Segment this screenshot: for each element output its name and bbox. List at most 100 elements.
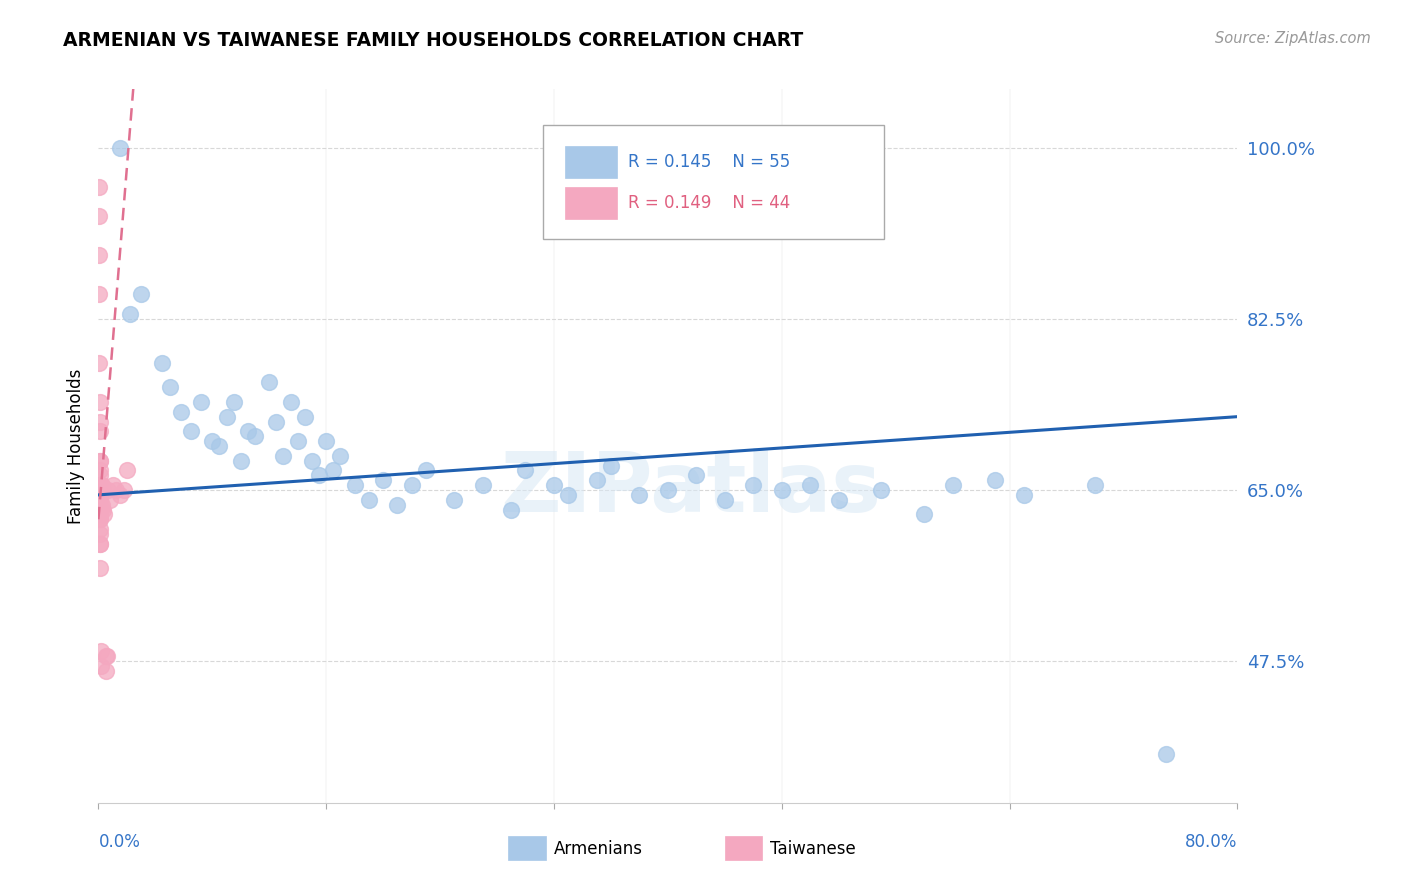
- Point: [89, 395, 111, 409]
- Point: [236, 425, 259, 439]
- Point: [101, 478, 124, 492]
- Point: [89, 512, 111, 526]
- Point: [501, 502, 523, 516]
- Point: [415, 463, 437, 477]
- Point: [89, 527, 111, 541]
- Point: [89, 180, 111, 194]
- Point: [222, 395, 245, 409]
- Text: ARMENIAN VS TAIWANESE FAMILY HOUSEHOLDS CORRELATION CHART: ARMENIAN VS TAIWANESE FAMILY HOUSEHOLDS …: [63, 31, 803, 50]
- Point: [357, 492, 380, 507]
- FancyBboxPatch shape: [543, 125, 884, 239]
- Point: [93, 483, 115, 497]
- Point: [685, 468, 707, 483]
- Point: [1084, 478, 1107, 492]
- Point: [90, 478, 112, 492]
- Point: [315, 434, 337, 449]
- Point: [600, 458, 623, 473]
- Point: [93, 508, 115, 522]
- Point: [742, 478, 765, 492]
- Y-axis label: Family Households: Family Households: [66, 368, 84, 524]
- Point: [152, 356, 174, 370]
- Text: R = 0.145    N = 55: R = 0.145 N = 55: [628, 153, 790, 171]
- Point: [89, 356, 111, 370]
- Point: [89, 287, 111, 301]
- Text: Armenians: Armenians: [554, 840, 643, 858]
- Point: [170, 405, 193, 419]
- Point: [515, 463, 537, 477]
- Point: [89, 453, 111, 467]
- Text: Source: ZipAtlas.com: Source: ZipAtlas.com: [1215, 31, 1371, 46]
- Point: [294, 409, 316, 424]
- Point: [273, 449, 295, 463]
- Point: [870, 483, 893, 497]
- FancyBboxPatch shape: [565, 187, 617, 219]
- FancyBboxPatch shape: [509, 837, 546, 860]
- Point: [89, 468, 111, 483]
- Point: [984, 473, 1007, 487]
- Point: [89, 209, 111, 223]
- Point: [190, 395, 212, 409]
- Point: [108, 488, 131, 502]
- Point: [89, 425, 111, 439]
- Point: [215, 409, 238, 424]
- Point: [90, 483, 112, 497]
- Point: [97, 483, 120, 497]
- Point: [91, 498, 114, 512]
- Point: [112, 483, 135, 497]
- Point: [657, 483, 679, 497]
- Point: [94, 649, 117, 664]
- Point: [89, 248, 111, 262]
- Point: [98, 492, 121, 507]
- Point: [89, 512, 111, 526]
- Text: 0.0%: 0.0%: [98, 833, 141, 851]
- Point: [343, 478, 366, 492]
- Text: ZIPatlas: ZIPatlas: [501, 449, 882, 529]
- Point: [585, 473, 607, 487]
- Point: [259, 376, 281, 390]
- Point: [714, 492, 737, 507]
- Point: [118, 307, 141, 321]
- Point: [1154, 747, 1177, 761]
- Point: [543, 478, 565, 492]
- Point: [89, 522, 111, 536]
- Point: [89, 492, 111, 507]
- Point: [280, 395, 302, 409]
- Point: [471, 478, 494, 492]
- Point: [443, 492, 465, 507]
- Point: [89, 537, 111, 551]
- Point: [89, 415, 111, 429]
- Point: [90, 502, 112, 516]
- FancyBboxPatch shape: [565, 146, 617, 178]
- Point: [89, 478, 111, 492]
- Point: [287, 434, 309, 449]
- Point: [129, 287, 152, 301]
- FancyBboxPatch shape: [725, 837, 762, 860]
- Point: [387, 498, 409, 512]
- Text: Taiwanese: Taiwanese: [770, 840, 856, 858]
- Point: [108, 141, 131, 155]
- Point: [942, 478, 965, 492]
- Point: [557, 488, 579, 502]
- Point: [90, 644, 112, 658]
- Point: [770, 483, 793, 497]
- Point: [266, 415, 288, 429]
- Point: [180, 425, 202, 439]
- Point: [89, 453, 111, 467]
- Point: [89, 561, 111, 575]
- Point: [104, 483, 127, 497]
- Point: [243, 429, 266, 443]
- Point: [89, 502, 111, 516]
- Point: [401, 478, 423, 492]
- Point: [301, 453, 323, 467]
- Point: [89, 508, 111, 522]
- Point: [89, 492, 111, 507]
- Point: [371, 473, 394, 487]
- Point: [90, 659, 112, 673]
- Point: [1012, 488, 1035, 502]
- Point: [201, 434, 224, 449]
- Point: [96, 649, 118, 664]
- Point: [912, 508, 935, 522]
- Point: [799, 478, 821, 492]
- Point: [89, 463, 111, 477]
- Text: 80.0%: 80.0%: [1185, 833, 1237, 851]
